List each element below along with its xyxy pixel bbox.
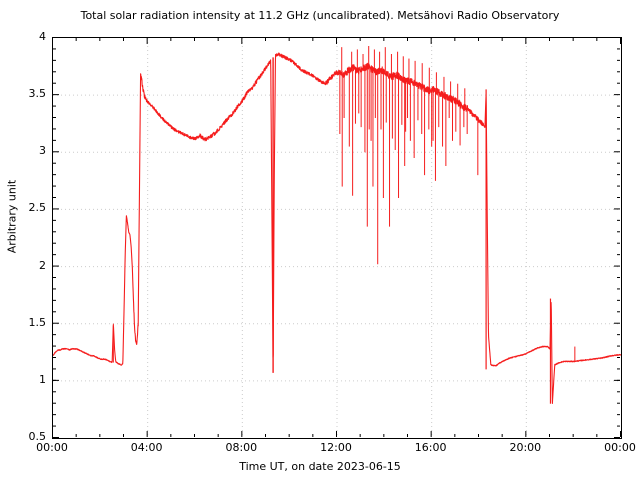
y-tick-label: 3 [39, 144, 46, 158]
y-tick-label: 0.5 [28, 430, 47, 443]
data-series-group [53, 46, 621, 404]
x-tick-label: 12:00 [320, 441, 352, 454]
x-tick-label: 16:00 [414, 441, 447, 454]
y-tick-label: 2.5 [28, 201, 47, 215]
x-tick-label: 00:00 [36, 441, 68, 454]
y-axis-tick-labels: 0.5 1 1.5 2 2.5 3 3.5 4 [0, 0, 47, 480]
y-tick-label: 3.5 [28, 87, 47, 101]
x-axis-label: Time UT, on date 2023-06-15 [239, 460, 401, 473]
gridlines [53, 38, 621, 438]
data-line-series [53, 52, 621, 404]
x-tick-label: 04:00 [130, 441, 163, 454]
x-tick-label: 20:00 [509, 441, 542, 454]
x-tick-label: 00:00 [604, 441, 636, 454]
y-axis-label: Arbitrary unit [5, 179, 19, 254]
chart-title: Total solar radiation intensity at 11.2 … [80, 9, 560, 22]
y-tick-label: 2 [39, 258, 46, 272]
y-tick-label: 1 [39, 372, 46, 386]
y-tick-label: 1.5 [28, 315, 47, 329]
plot-area [52, 37, 622, 439]
plot-svg [53, 38, 621, 438]
x-tick-label: 08:00 [225, 441, 258, 454]
y-tick-label: 4 [39, 30, 46, 43]
